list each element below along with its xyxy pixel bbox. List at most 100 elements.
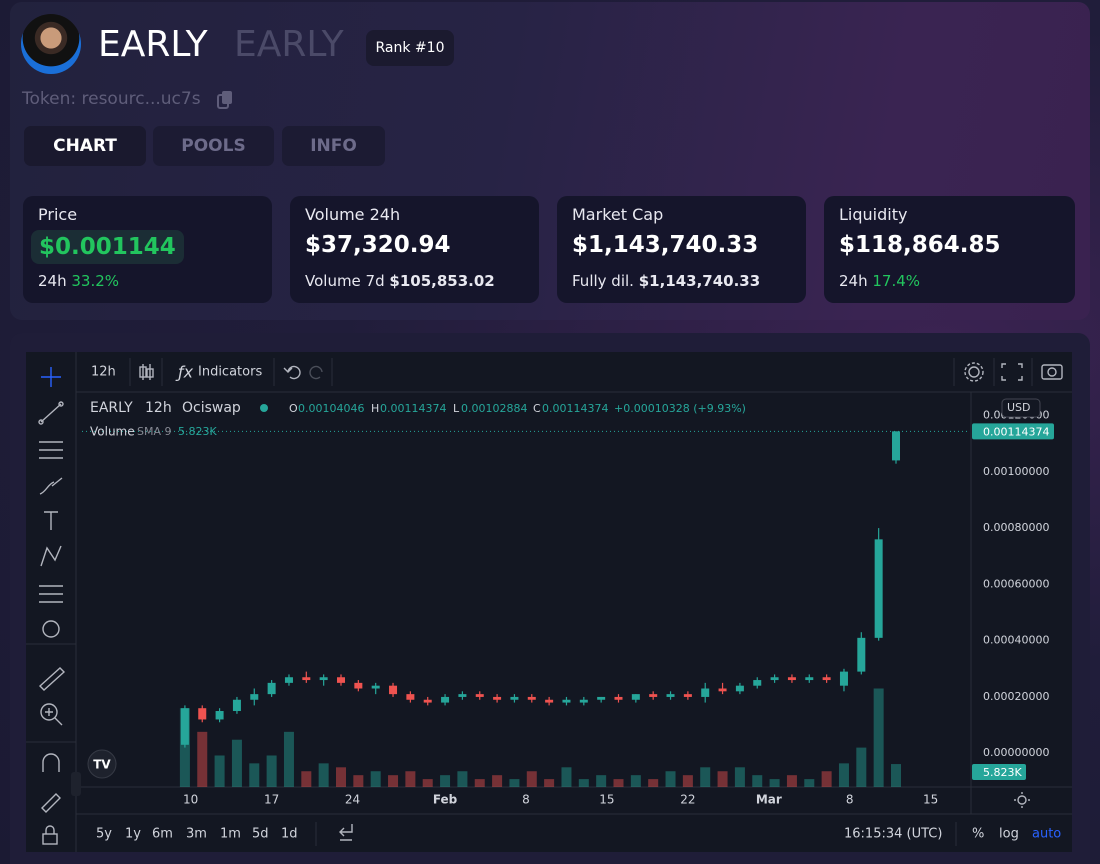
range-button[interactable]: 1m: [220, 827, 241, 842]
toolbar-icons[interactable]: [139, 362, 1063, 841]
candle-body: [805, 677, 814, 681]
scale-option[interactable]: %: [972, 827, 984, 842]
avatar: [21, 14, 81, 74]
drawing-tools[interactable]: [38, 367, 66, 845]
volume-bar: [283, 731, 294, 787]
volume-value: 5.823K: [178, 425, 217, 438]
candle-body: [423, 699, 432, 703]
scale-option[interactable]: auto: [1032, 827, 1061, 842]
volume-bar: [214, 755, 225, 787]
volume-bar: [838, 763, 849, 787]
last-price-label: 0.00114374: [983, 425, 1049, 438]
volume-bar: [891, 764, 901, 787]
tab[interactable]: INFO: [282, 126, 385, 166]
ohlc-legend: O 0.00104046 H 0.00114374 L 0.00102884 C…: [289, 402, 746, 415]
volume-bar: [630, 775, 641, 787]
y-tick-label: 0.00000000: [983, 746, 1049, 759]
candle-body: [631, 694, 640, 700]
volume-bar: [422, 779, 433, 787]
stat-sub: 24h 17.4%: [839, 272, 920, 290]
candle-body: [302, 677, 311, 681]
candle-body: [822, 677, 831, 681]
stat-sub-value: $1,143,740.33: [638, 272, 761, 290]
candle-body: [232, 699, 241, 712]
candle-body: [735, 685, 744, 692]
range-button[interactable]: 5d: [252, 827, 269, 842]
stat-sub-label: Volume 7d: [305, 272, 385, 290]
volume-bar: [388, 775, 399, 787]
tab[interactable]: POOLS: [153, 126, 274, 166]
candle-body: [579, 699, 588, 703]
volume-bar: [440, 775, 451, 787]
stat-sub-label: 24h: [839, 272, 868, 290]
candle-body: [892, 431, 900, 461]
interval-button[interactable]: 12h: [91, 365, 116, 380]
range-button[interactable]: 1y: [125, 827, 141, 842]
x-tick-label: 17: [264, 793, 279, 807]
candle-body: [458, 694, 467, 697]
volume-bar: [786, 775, 797, 787]
fx-icon[interactable]: ƒx: [175, 363, 194, 382]
candle-body: [267, 682, 276, 695]
range-button[interactable]: 1d: [281, 827, 298, 842]
scale-option[interactable]: log: [999, 827, 1019, 842]
volume-bar: [249, 763, 260, 787]
volume-bar: [197, 731, 208, 787]
volume-bar: [665, 771, 676, 787]
x-tick-label: Feb: [433, 793, 458, 807]
y-tick-label: 0.00040000: [983, 634, 1049, 647]
stat-sub-label: Fully dil.: [572, 272, 634, 290]
stat-card: Volume 24h $37,320.94 Volume 7d $105,853…: [290, 196, 539, 303]
currency-button[interactable]: [1001, 398, 1041, 418]
x-tick-label: 8: [522, 793, 530, 807]
copy-icon[interactable]: [216, 89, 236, 109]
x-tick-label: 8: [846, 793, 854, 807]
stat-card: Liquidity $118,864.85 24h 17.4%: [824, 196, 1075, 303]
collapse-button[interactable]: [71, 772, 81, 796]
x-tick-label: 10: [183, 793, 198, 807]
x-tick-label: Mar: [756, 793, 782, 807]
range-button[interactable]: 5y: [96, 827, 112, 842]
legend-exchange: Ociswap: [182, 400, 241, 416]
volume-bar: [474, 779, 485, 787]
y-tick-label: 0.00080000: [983, 521, 1049, 534]
token-address: Token: resourc...uc7s: [22, 89, 201, 109]
candle-body: [770, 677, 779, 681]
volume-bar: [596, 775, 607, 787]
volume-bar: [752, 775, 763, 787]
candle-body: [215, 711, 224, 720]
last-price-tag: [972, 423, 1054, 440]
volume-bar: [370, 771, 381, 787]
ohlc-letter: H: [371, 402, 379, 415]
range-button[interactable]: 3m: [186, 827, 207, 842]
tv-logo: [87, 749, 117, 779]
token-name: EARLY: [98, 24, 208, 65]
currency-label[interactable]: USD: [1007, 401, 1031, 414]
indicators-button[interactable]: Indicators: [198, 365, 262, 380]
token-symbol: EARLY: [234, 24, 344, 65]
volume-bar: [266, 755, 277, 787]
tab[interactable]: CHART: [24, 126, 146, 166]
candle-body: [527, 696, 536, 700]
candle-body: [753, 680, 762, 686]
range-button[interactable]: 6m: [152, 827, 173, 842]
volume-bar: [509, 779, 520, 787]
stat-sub: Fully dil. $1,143,740.33: [572, 272, 760, 290]
ohlc-letter: L: [453, 402, 460, 415]
separators: [26, 352, 1072, 852]
volume-bar: [231, 739, 242, 787]
candle-body: [198, 708, 207, 720]
x-tick-label: 22: [680, 793, 695, 807]
x-tick-label: 24: [345, 793, 360, 807]
candle-body: [787, 677, 796, 681]
candle-body: [545, 699, 554, 703]
stat-sub-value: $105,853.02: [389, 272, 495, 290]
volume-bar: [526, 771, 537, 787]
candle-body: [614, 696, 623, 700]
volume-bar: [648, 779, 659, 787]
volume-bar: [405, 771, 416, 787]
y-tick-label: 0.00020000: [983, 690, 1049, 703]
volume-bar: [578, 779, 589, 787]
range-buttons[interactable]: 5y 1y 6m 3m 1m 5d 1d: [96, 827, 298, 842]
